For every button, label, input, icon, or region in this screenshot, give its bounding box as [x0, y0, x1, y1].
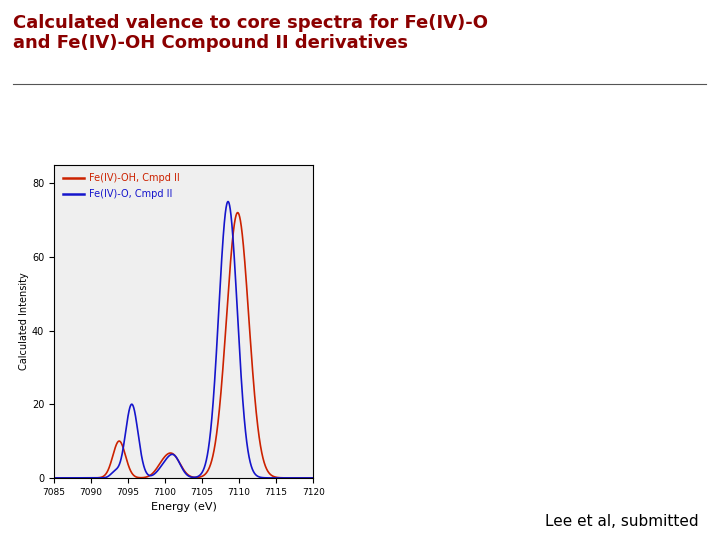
X-axis label: Energy (eV): Energy (eV) [150, 502, 217, 512]
Fe(IV)-OH, Cmpd II [309, 475, 318, 481]
Fe(IV)-O, Cmpd II [304, 475, 312, 481]
Text: Calculated valence to core spectra for Fe(IV)-O
and Fe(IV)-OH Compound II deriva: Calculated valence to core spectra for F… [13, 14, 488, 52]
Fe(IV)-O, Cmpd II [276, 475, 284, 481]
Fe(IV)-OH, Cmpd II [233, 210, 242, 216]
Y-axis label: Calculated Intensity: Calculated Intensity [19, 272, 29, 370]
Line: Fe(IV)-OH, Cmpd II: Fe(IV)-OH, Cmpd II [54, 213, 313, 478]
Fe(IV)-O, Cmpd II [224, 198, 233, 205]
Legend: Fe(IV)-OH, Cmpd II, Fe(IV)-O, Cmpd II: Fe(IV)-OH, Cmpd II, Fe(IV)-O, Cmpd II [59, 170, 184, 203]
Fe(IV)-O, Cmpd II [94, 475, 103, 481]
Fe(IV)-OH, Cmpd II [50, 475, 58, 481]
Fe(IV)-O, Cmpd II [149, 471, 158, 478]
Fe(IV)-O, Cmpd II [50, 475, 58, 481]
Fe(IV)-OH, Cmpd II [304, 475, 312, 481]
Fe(IV)-OH, Cmpd II [276, 475, 284, 481]
Fe(IV)-OH, Cmpd II [94, 475, 103, 481]
Fe(IV)-O, Cmpd II [161, 458, 169, 464]
Fe(IV)-OH, Cmpd II [149, 469, 158, 476]
Fe(IV)-OH, Cmpd II [161, 454, 169, 460]
Fe(IV)-O, Cmpd II [309, 475, 318, 481]
Text: Lee et al, submitted: Lee et al, submitted [545, 514, 698, 529]
Fe(IV)-O, Cmpd II [79, 475, 88, 481]
Line: Fe(IV)-O, Cmpd II: Fe(IV)-O, Cmpd II [54, 201, 313, 478]
Fe(IV)-OH, Cmpd II [79, 475, 88, 481]
